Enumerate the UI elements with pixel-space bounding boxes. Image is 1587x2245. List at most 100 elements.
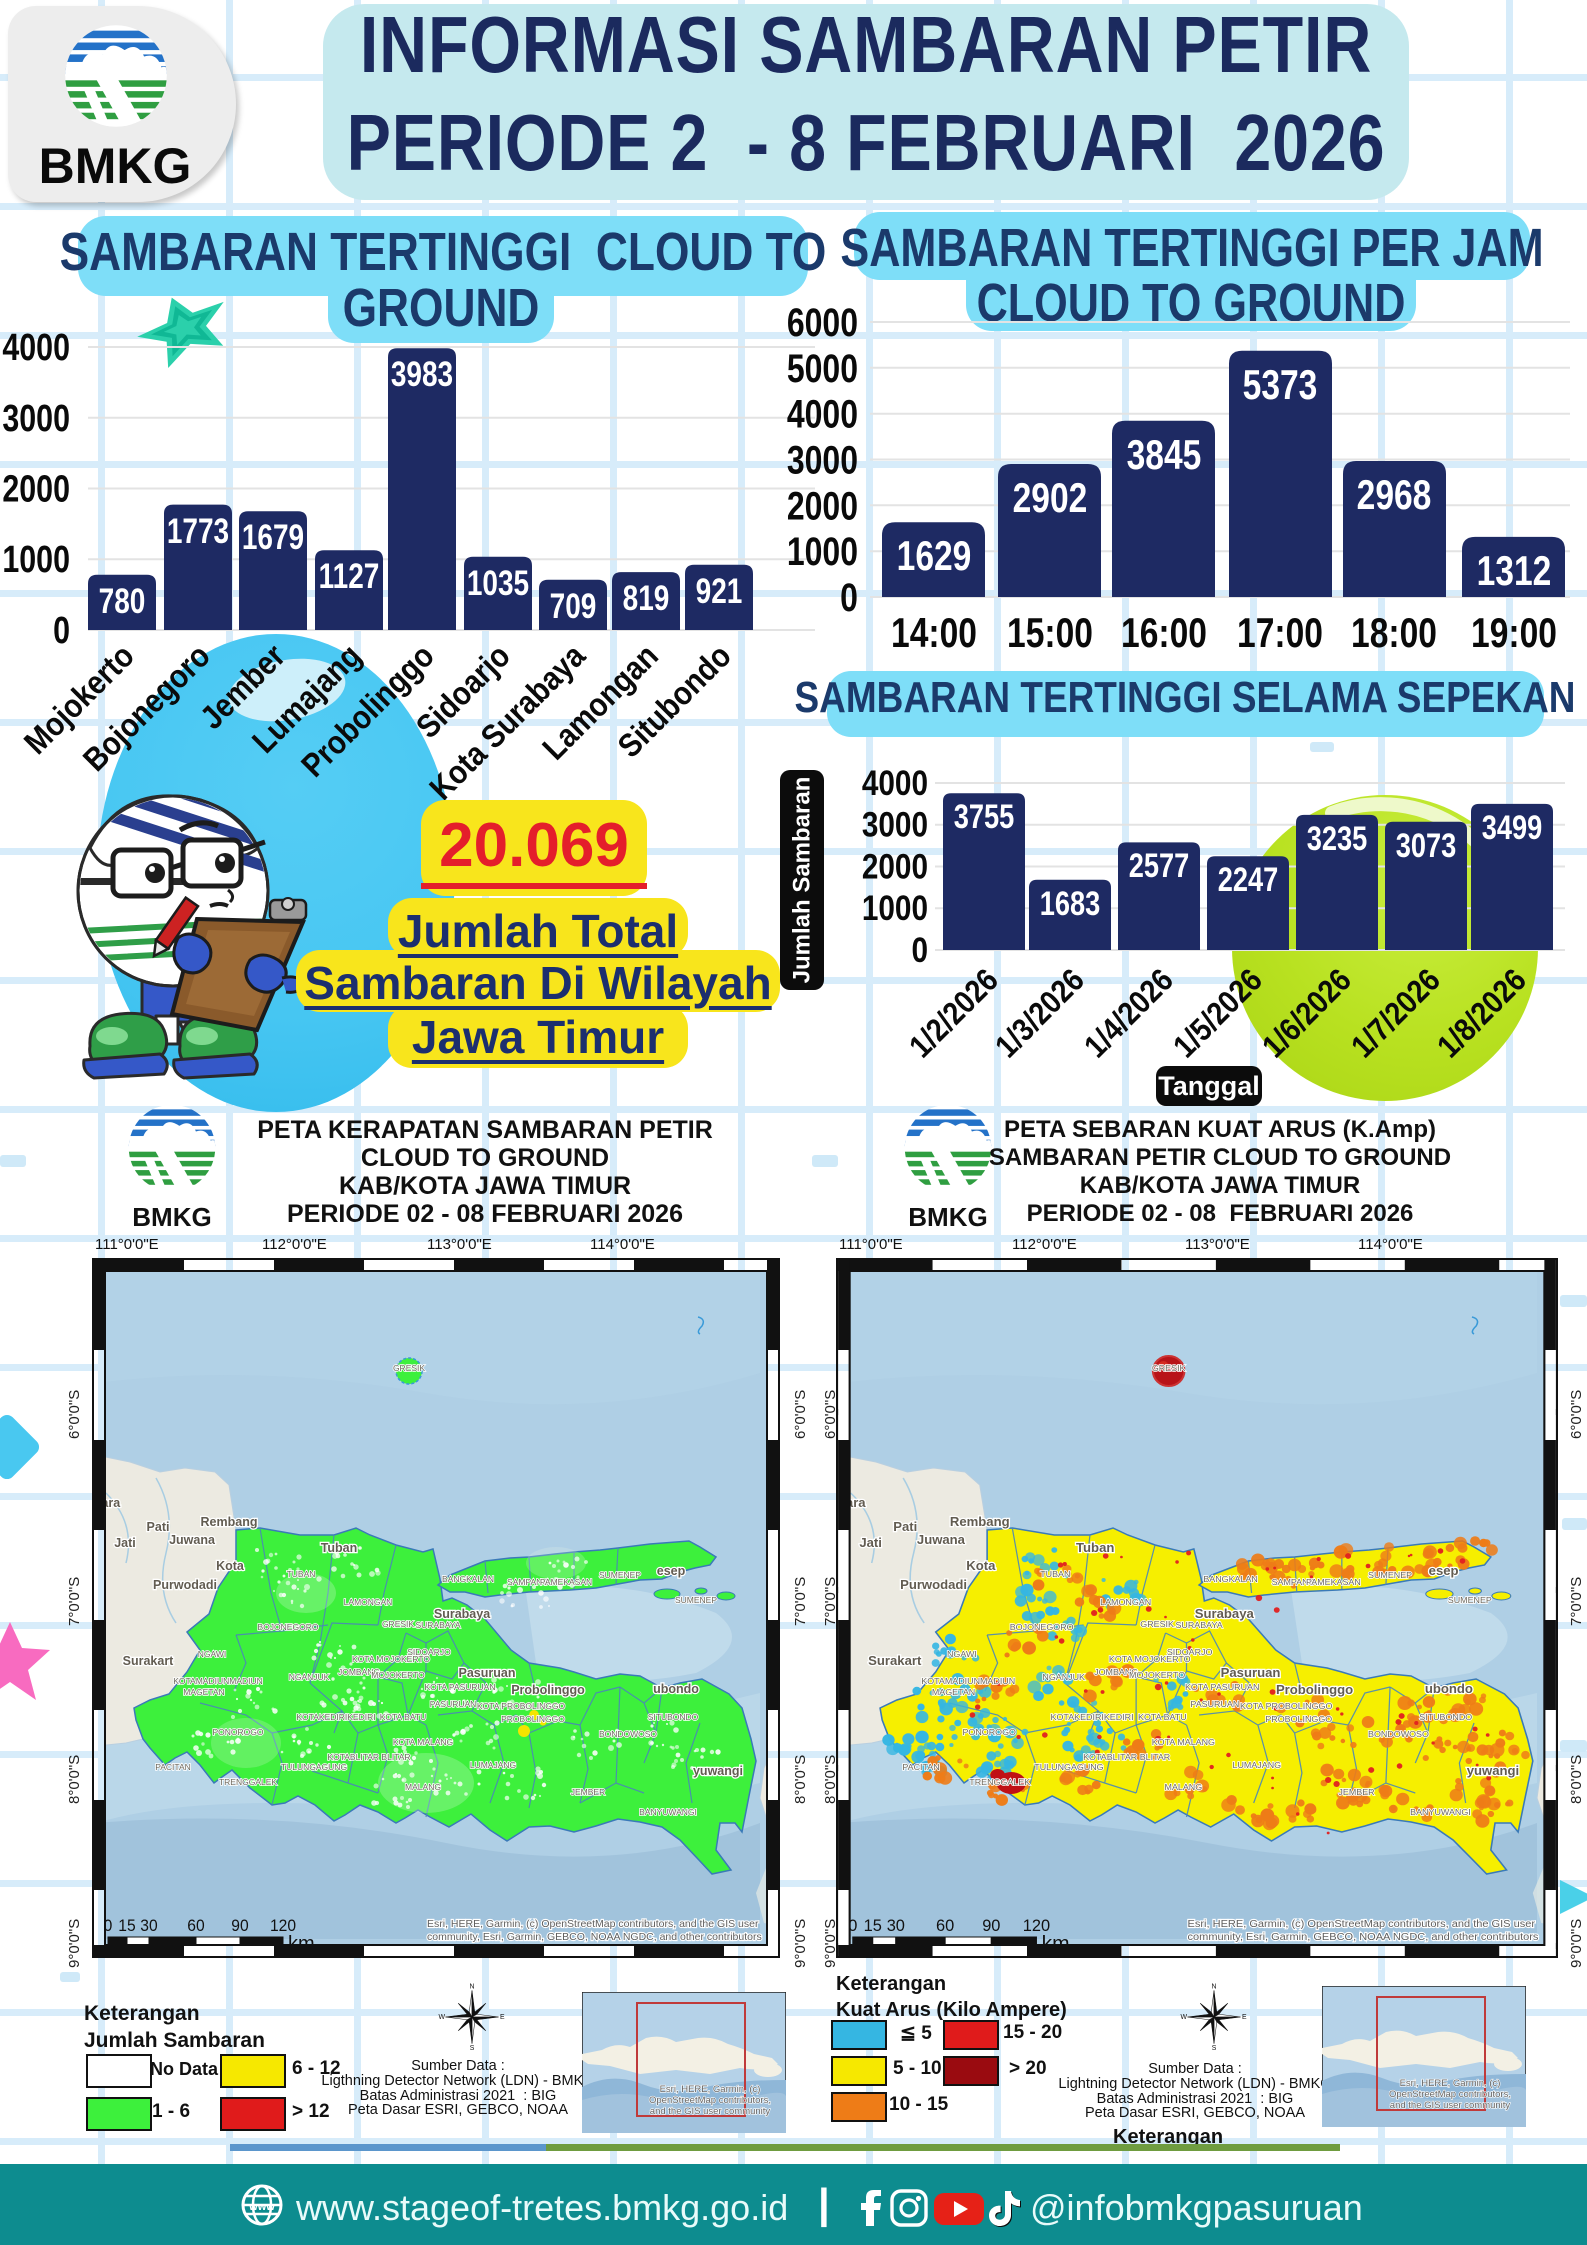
- svg-text:Juwana: Juwana: [917, 1532, 966, 1547]
- svg-text:3235: 3235: [1307, 819, 1367, 858]
- svg-text:3000: 3000: [787, 437, 858, 482]
- svg-text:5000: 5000: [787, 345, 858, 390]
- svg-text:SIDOARJO: SIDOARJO: [407, 1647, 451, 1657]
- svg-text:60: 60: [187, 1916, 204, 1935]
- svg-text:LUMAJANG: LUMAJANG: [470, 1760, 516, 1770]
- svg-text:PAMEKASAN: PAMEKASAN: [540, 1577, 592, 1587]
- svg-text:Pati: Pati: [147, 1520, 170, 1534]
- svg-text:780: 780: [99, 581, 146, 621]
- svg-text:KOTA MALANG: KOTA MALANG: [393, 1737, 453, 1747]
- svg-text:KOTAMADIUNMADIUN: KOTAMADIUNMADIUN: [173, 1676, 263, 1686]
- svg-text:2000: 2000: [2, 468, 70, 510]
- svg-text:1683: 1683: [1040, 884, 1100, 923]
- svg-text:1127: 1127: [319, 556, 380, 596]
- svg-text:KOTAKEDIRIKEDIRI: KOTAKEDIRIKEDIRI: [296, 1712, 375, 1722]
- svg-text:ubondo: ubondo: [1425, 1681, 1473, 1696]
- svg-text:GRESIK: GRESIK: [382, 1619, 414, 1629]
- svg-text:NGAWI: NGAWI: [947, 1649, 977, 1659]
- svg-text:TUBAN: TUBAN: [287, 1569, 316, 1579]
- svg-text:S: S: [1212, 2045, 1217, 2051]
- svg-text:0: 0: [848, 1916, 857, 1935]
- svg-text:PONOROGO: PONOROGO: [212, 1727, 263, 1737]
- svg-text:W: W: [1180, 2014, 1187, 2021]
- svg-text:PACITAN: PACITAN: [155, 1762, 191, 1772]
- svg-text:819: 819: [623, 578, 670, 618]
- svg-text:Esri, HERE, Garmin, (c): Esri, HERE, Garmin, (c): [1400, 2078, 1501, 2089]
- svg-text:Purwodadi: Purwodadi: [900, 1577, 967, 1592]
- svg-text:MALANG: MALANG: [405, 1782, 441, 1792]
- svg-text:Purwodadi: Purwodadi: [153, 1578, 217, 1592]
- svg-text:1/4/2026: 1/4/2026: [1078, 962, 1180, 1064]
- svg-text:SUMENEP: SUMENEP: [599, 1570, 641, 1580]
- svg-text:N: N: [470, 1983, 475, 1990]
- svg-text:Esri, HERE, Garmin, (c) OpenSt: Esri, HERE, Garmin, (c) OpenStreetMap co…: [427, 1918, 759, 1930]
- svg-text:3000: 3000: [862, 805, 928, 844]
- svg-text:Surakart: Surakart: [868, 1653, 922, 1668]
- svg-text:TRENGGALEK: TRENGGALEK: [219, 1777, 277, 1787]
- svg-text:TULUNGAGUNG: TULUNGAGUNG: [281, 1762, 347, 1772]
- svg-text:LUMAJANG: LUMAJANG: [1233, 1760, 1282, 1770]
- svg-text:SAMPANG: SAMPANG: [1272, 1577, 1316, 1587]
- svg-text:KOTABLITAR BLITAR: KOTABLITAR BLITAR: [1083, 1752, 1170, 1762]
- svg-text:esep: esep: [657, 1564, 686, 1578]
- svg-text:km: km: [288, 1933, 315, 1955]
- svg-text:E: E: [500, 2014, 505, 2021]
- svg-text:Juwana: Juwana: [169, 1533, 216, 1547]
- svg-text:SAMPANG: SAMPANG: [507, 1577, 549, 1587]
- svg-text:Surabaya: Surabaya: [434, 1607, 491, 1621]
- svg-text:km: km: [1042, 1932, 1070, 1954]
- svg-text:1/3/2026: 1/3/2026: [989, 962, 1091, 1064]
- svg-text:Jati: Jati: [859, 1535, 882, 1550]
- svg-text:6000: 6000: [787, 300, 858, 345]
- svg-text:1679: 1679: [242, 517, 304, 557]
- svg-text:SIDOARJO: SIDOARJO: [1167, 1647, 1213, 1657]
- svg-text:Pasuruan: Pasuruan: [459, 1666, 516, 1680]
- svg-text:BANGKALAN: BANGKALAN: [1203, 1574, 1257, 1584]
- svg-text:JOMBANG: JOMBANG: [338, 1667, 380, 1677]
- svg-text:Probolinggo: Probolinggo: [511, 1683, 585, 1697]
- svg-text:1629: 1629: [897, 534, 972, 580]
- svg-text:4000: 4000: [787, 391, 858, 436]
- svg-text:KOTA PASURUAN: KOTA PASURUAN: [1185, 1682, 1259, 1692]
- svg-text:16:00: 16:00: [1121, 611, 1207, 657]
- svg-text:KOTA MALANG: KOTA MALANG: [1152, 1737, 1215, 1747]
- svg-text:PASURUAN: PASURUAN: [430, 1699, 477, 1709]
- svg-text:2000: 2000: [787, 483, 858, 528]
- svg-text:PASURUAN: PASURUAN: [1190, 1699, 1239, 1709]
- svg-text:LAMONGAN: LAMONGAN: [344, 1597, 393, 1607]
- svg-text:921: 921: [696, 571, 743, 611]
- svg-text:1/7/2026: 1/7/2026: [1345, 962, 1447, 1064]
- svg-text:NGANJUK: NGANJUK: [1042, 1672, 1085, 1682]
- svg-text:2247: 2247: [1218, 860, 1278, 899]
- svg-text:120: 120: [270, 1916, 296, 1935]
- svg-text:4000: 4000: [862, 764, 928, 803]
- svg-text:OpenStreetMap contributors,: OpenStreetMap contributors,: [649, 2095, 771, 2106]
- svg-text:Kota: Kota: [216, 1559, 245, 1573]
- svg-text:SURABAYA: SURABAYA: [1175, 1620, 1222, 1630]
- svg-text:709: 709: [550, 586, 597, 626]
- svg-text:TULUNGAGUNG: TULUNGAGUNG: [1034, 1762, 1104, 1772]
- svg-text:BANYUWANGI: BANYUWANGI: [639, 1807, 697, 1817]
- svg-text:MAGETAN: MAGETAN: [932, 1687, 975, 1697]
- svg-text:para: para: [838, 1495, 867, 1510]
- svg-text:SITUBONDO: SITUBONDO: [648, 1712, 699, 1722]
- svg-text:2902: 2902: [1013, 476, 1088, 522]
- svg-text:para: para: [94, 1496, 121, 1510]
- svg-text:Tuban: Tuban: [321, 1541, 358, 1555]
- svg-text:18:00: 18:00: [1351, 611, 1437, 657]
- svg-text:3000: 3000: [2, 398, 70, 440]
- svg-text:15:00: 15:00: [1007, 611, 1093, 657]
- svg-text:4000: 4000: [2, 327, 70, 369]
- svg-text:Jati: Jati: [114, 1536, 136, 1550]
- svg-text:3499: 3499: [1482, 808, 1542, 847]
- svg-text:3755: 3755: [954, 797, 1014, 836]
- svg-text:OpenStreetMap contributors,: OpenStreetMap contributors,: [1389, 2089, 1511, 2100]
- svg-text:ubondo: ubondo: [653, 1682, 699, 1696]
- svg-text:BONDOWOSO: BONDOWOSO: [599, 1729, 657, 1739]
- svg-text:Pati: Pati: [893, 1519, 917, 1534]
- svg-text:MALANG: MALANG: [1165, 1782, 1203, 1792]
- svg-text:Esri, HERE, Garmin, (c): Esri, HERE, Garmin, (c): [660, 2084, 761, 2095]
- svg-text:15: 15: [864, 1916, 882, 1935]
- svg-text:KOTA MOJOKERTO: KOTA MOJOKERTO: [352, 1654, 430, 1664]
- svg-text:SUMENEP: SUMENEP: [1368, 1570, 1412, 1580]
